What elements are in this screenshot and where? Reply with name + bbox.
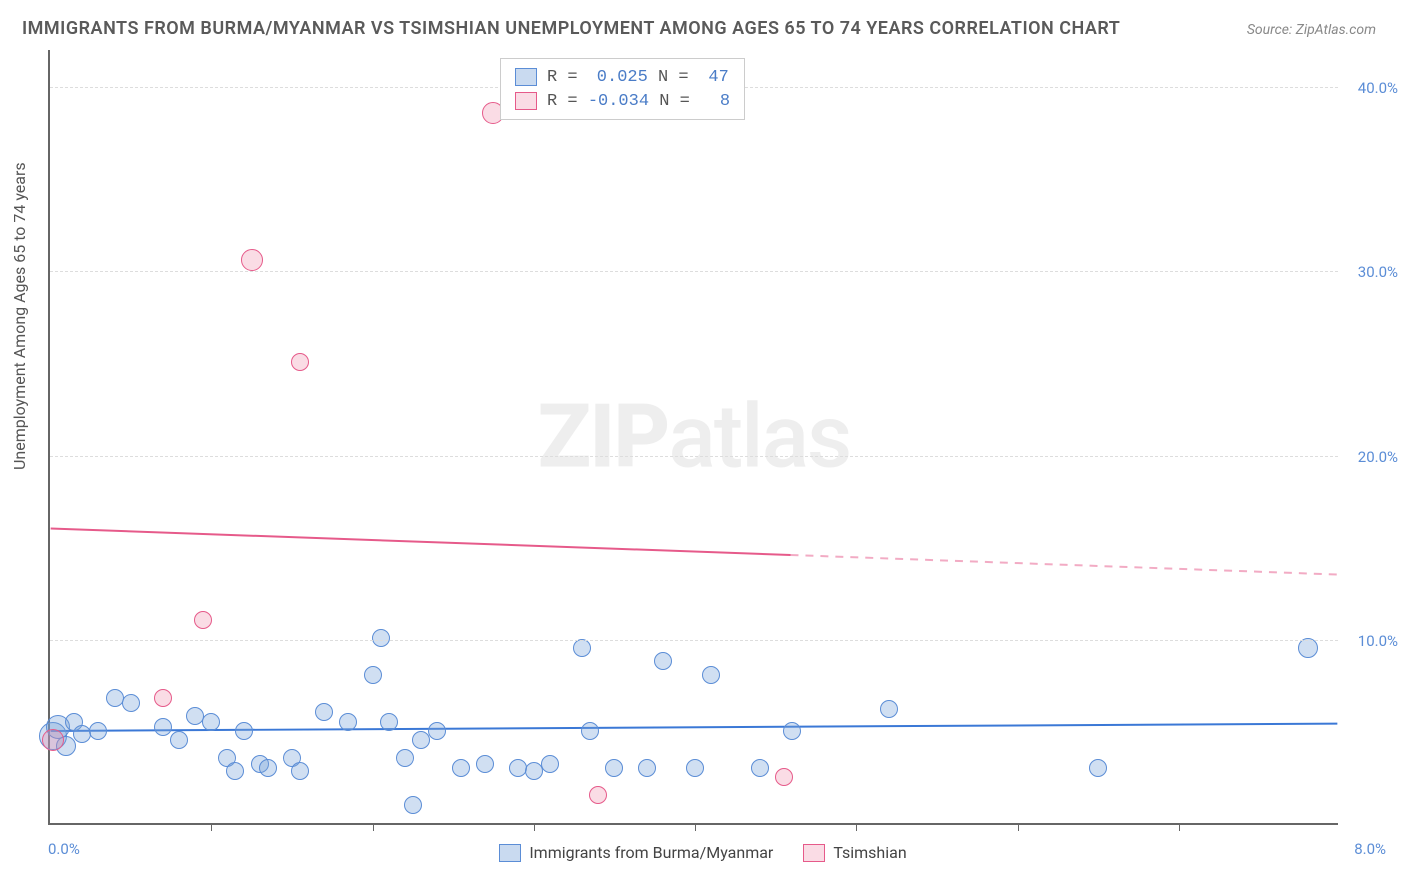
x-tick bbox=[373, 823, 374, 831]
legend-label: Tsimshian bbox=[833, 843, 906, 862]
y-axis-label: Unemployment Among Ages 65 to 74 years bbox=[10, 162, 29, 470]
data-point bbox=[509, 759, 527, 777]
data-point bbox=[638, 759, 656, 777]
gridline: 30.0% bbox=[50, 271, 1338, 272]
plot-area: ZIPatlas R = 0.025 N = 47R = -0.034 N = … bbox=[48, 50, 1338, 825]
legend-row: R = 0.025 N = 47 bbox=[515, 65, 730, 89]
regression-line bbox=[51, 529, 791, 555]
legend-text: R = 0.025 N = 47 bbox=[547, 68, 729, 87]
legend-text: R = -0.034 N = 8 bbox=[547, 92, 730, 111]
legend-row: R = -0.034 N = 8 bbox=[515, 89, 730, 113]
y-tick-label: 20.0% bbox=[1358, 448, 1398, 466]
data-point bbox=[1089, 759, 1107, 777]
y-tick-label: 10.0% bbox=[1358, 632, 1398, 650]
data-point bbox=[170, 731, 188, 749]
data-point bbox=[202, 713, 220, 731]
y-tick-label: 30.0% bbox=[1358, 263, 1398, 281]
data-point bbox=[235, 722, 253, 740]
regression-lines bbox=[50, 50, 1338, 823]
footer-legend-item: Tsimshian bbox=[803, 843, 906, 862]
data-point bbox=[581, 722, 599, 740]
data-point bbox=[89, 722, 107, 740]
data-point bbox=[783, 722, 801, 740]
data-point bbox=[380, 713, 398, 731]
data-point bbox=[654, 652, 672, 670]
data-point bbox=[775, 768, 793, 786]
data-point bbox=[605, 759, 623, 777]
data-point bbox=[241, 249, 263, 271]
x-tick bbox=[211, 823, 212, 831]
data-point bbox=[259, 759, 277, 777]
gridline: 20.0% bbox=[50, 456, 1338, 457]
gridline: 10.0% bbox=[50, 640, 1338, 641]
data-point bbox=[428, 722, 446, 740]
footer-legend-item: Immigrants from Burma/Myanmar bbox=[499, 843, 773, 862]
data-point bbox=[315, 703, 333, 721]
x-tick bbox=[695, 823, 696, 831]
data-point bbox=[396, 749, 414, 767]
data-point bbox=[541, 755, 559, 773]
x-tick bbox=[1018, 823, 1019, 831]
data-point bbox=[702, 666, 720, 684]
chart-title: IMMIGRANTS FROM BURMA/MYANMAR VS TSIMSHI… bbox=[22, 18, 1120, 39]
data-point bbox=[291, 762, 309, 780]
source-attribution: Source: ZipAtlas.com bbox=[1247, 22, 1376, 38]
x-tick bbox=[1179, 823, 1180, 831]
data-point bbox=[372, 629, 390, 647]
data-point bbox=[154, 718, 172, 736]
legend-swatch bbox=[515, 92, 537, 110]
data-point bbox=[476, 755, 494, 773]
y-tick-label: 40.0% bbox=[1358, 79, 1398, 97]
data-point bbox=[226, 762, 244, 780]
correlation-legend: R = 0.025 N = 47 R = -0.034 N = 8 bbox=[500, 58, 745, 120]
data-point bbox=[589, 786, 607, 804]
legend-label: Immigrants from Burma/Myanmar bbox=[529, 843, 773, 862]
data-point bbox=[412, 731, 430, 749]
legend-swatch bbox=[499, 844, 521, 862]
x-tick bbox=[856, 823, 857, 831]
data-point bbox=[291, 353, 309, 371]
data-point bbox=[339, 713, 357, 731]
regression-line-extrapolated bbox=[791, 555, 1338, 575]
data-point bbox=[194, 611, 212, 629]
data-point bbox=[364, 666, 382, 684]
legend-swatch bbox=[803, 844, 825, 862]
data-point bbox=[880, 700, 898, 718]
data-point bbox=[42, 729, 64, 751]
x-tick bbox=[534, 823, 535, 831]
data-point bbox=[452, 759, 470, 777]
data-point bbox=[404, 796, 422, 814]
footer-legend: Immigrants from Burma/Myanmar Tsimshian bbox=[0, 843, 1406, 862]
data-point bbox=[686, 759, 704, 777]
data-point bbox=[751, 759, 769, 777]
data-point bbox=[154, 689, 172, 707]
data-point bbox=[122, 694, 140, 712]
legend-swatch bbox=[515, 68, 537, 86]
